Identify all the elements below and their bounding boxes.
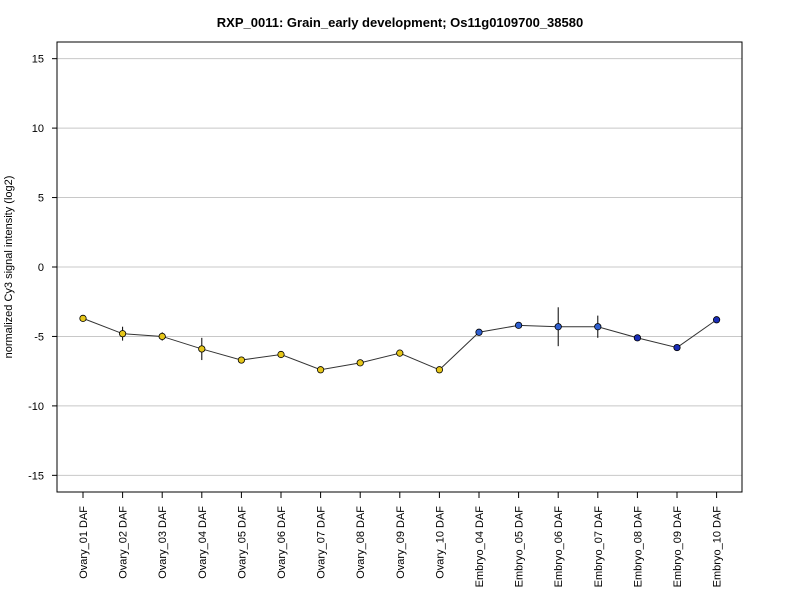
x-axis: Ovary_01 DAF Ovary_02 DAF Ovary_03 DAF Ovar… [78,492,724,587]
x-tick-label: Embryo_07 DAF [593,506,605,588]
x-tick-label: Ovary_08 DAF [355,506,367,579]
data-series [79,307,721,374]
x-tick-label: Embryo_09 DAF [672,506,684,588]
x-tick-label: Ovary_07 DAF [316,506,328,579]
y-tick-label: -5 [34,331,44,343]
x-tick-label: Embryo_10 DAF [712,506,724,588]
data-point [712,316,721,324]
data-point [514,321,523,329]
y-tick-label: 10 [32,123,44,135]
gridlines [57,58,742,476]
data-point [594,323,602,331]
data-point [633,334,642,342]
x-tick-label: Embryo_05 DAF [514,506,526,588]
y-tick-label: 0 [38,262,44,274]
series-line [82,317,717,371]
data-point [673,343,681,352]
data-point [554,323,562,331]
x-tick-label: Ovary_01 DAF [78,506,90,579]
x-tick-label: Ovary_06 DAF [276,506,288,579]
y-tick-label: -10 [28,401,44,413]
x-tick-label: Ovary_03 DAF [157,506,169,579]
x-tick-label: Ovary_02 DAF [118,506,130,579]
data-point [435,366,443,374]
data-point [158,332,166,341]
data-point [396,349,404,357]
y-axis: -15 -10 -5 0 5 10 15 [28,54,57,482]
y-axis-label: normalized Cy3 signal intensity (log2) [3,176,15,359]
x-tick-label: Ovary_09 DAF [395,506,407,579]
data-point [316,366,325,374]
y-tick-label: -15 [28,470,44,482]
x-tick-label: Embryo_08 DAF [632,506,644,588]
x-tick-label: Embryo_04 DAF [474,506,486,588]
y-tick-label: 15 [32,54,44,66]
x-tick-label: Ovary_04 DAF [197,506,209,579]
data-point [277,350,285,359]
data-point [475,328,483,336]
y-tick-label: 5 [38,193,44,205]
data-point [356,359,364,367]
chart-title: RXP_0011: Grain_early development; Os11g… [217,15,583,30]
data-point [198,345,206,353]
data-point [119,330,127,338]
x-tick-label: Embryo_06 DAF [553,506,565,588]
x-tick-label: Ovary_10 DAF [434,506,446,579]
data-point [237,356,245,364]
data-point [79,314,87,322]
x-tick-label: Ovary_05 DAF [236,506,248,579]
